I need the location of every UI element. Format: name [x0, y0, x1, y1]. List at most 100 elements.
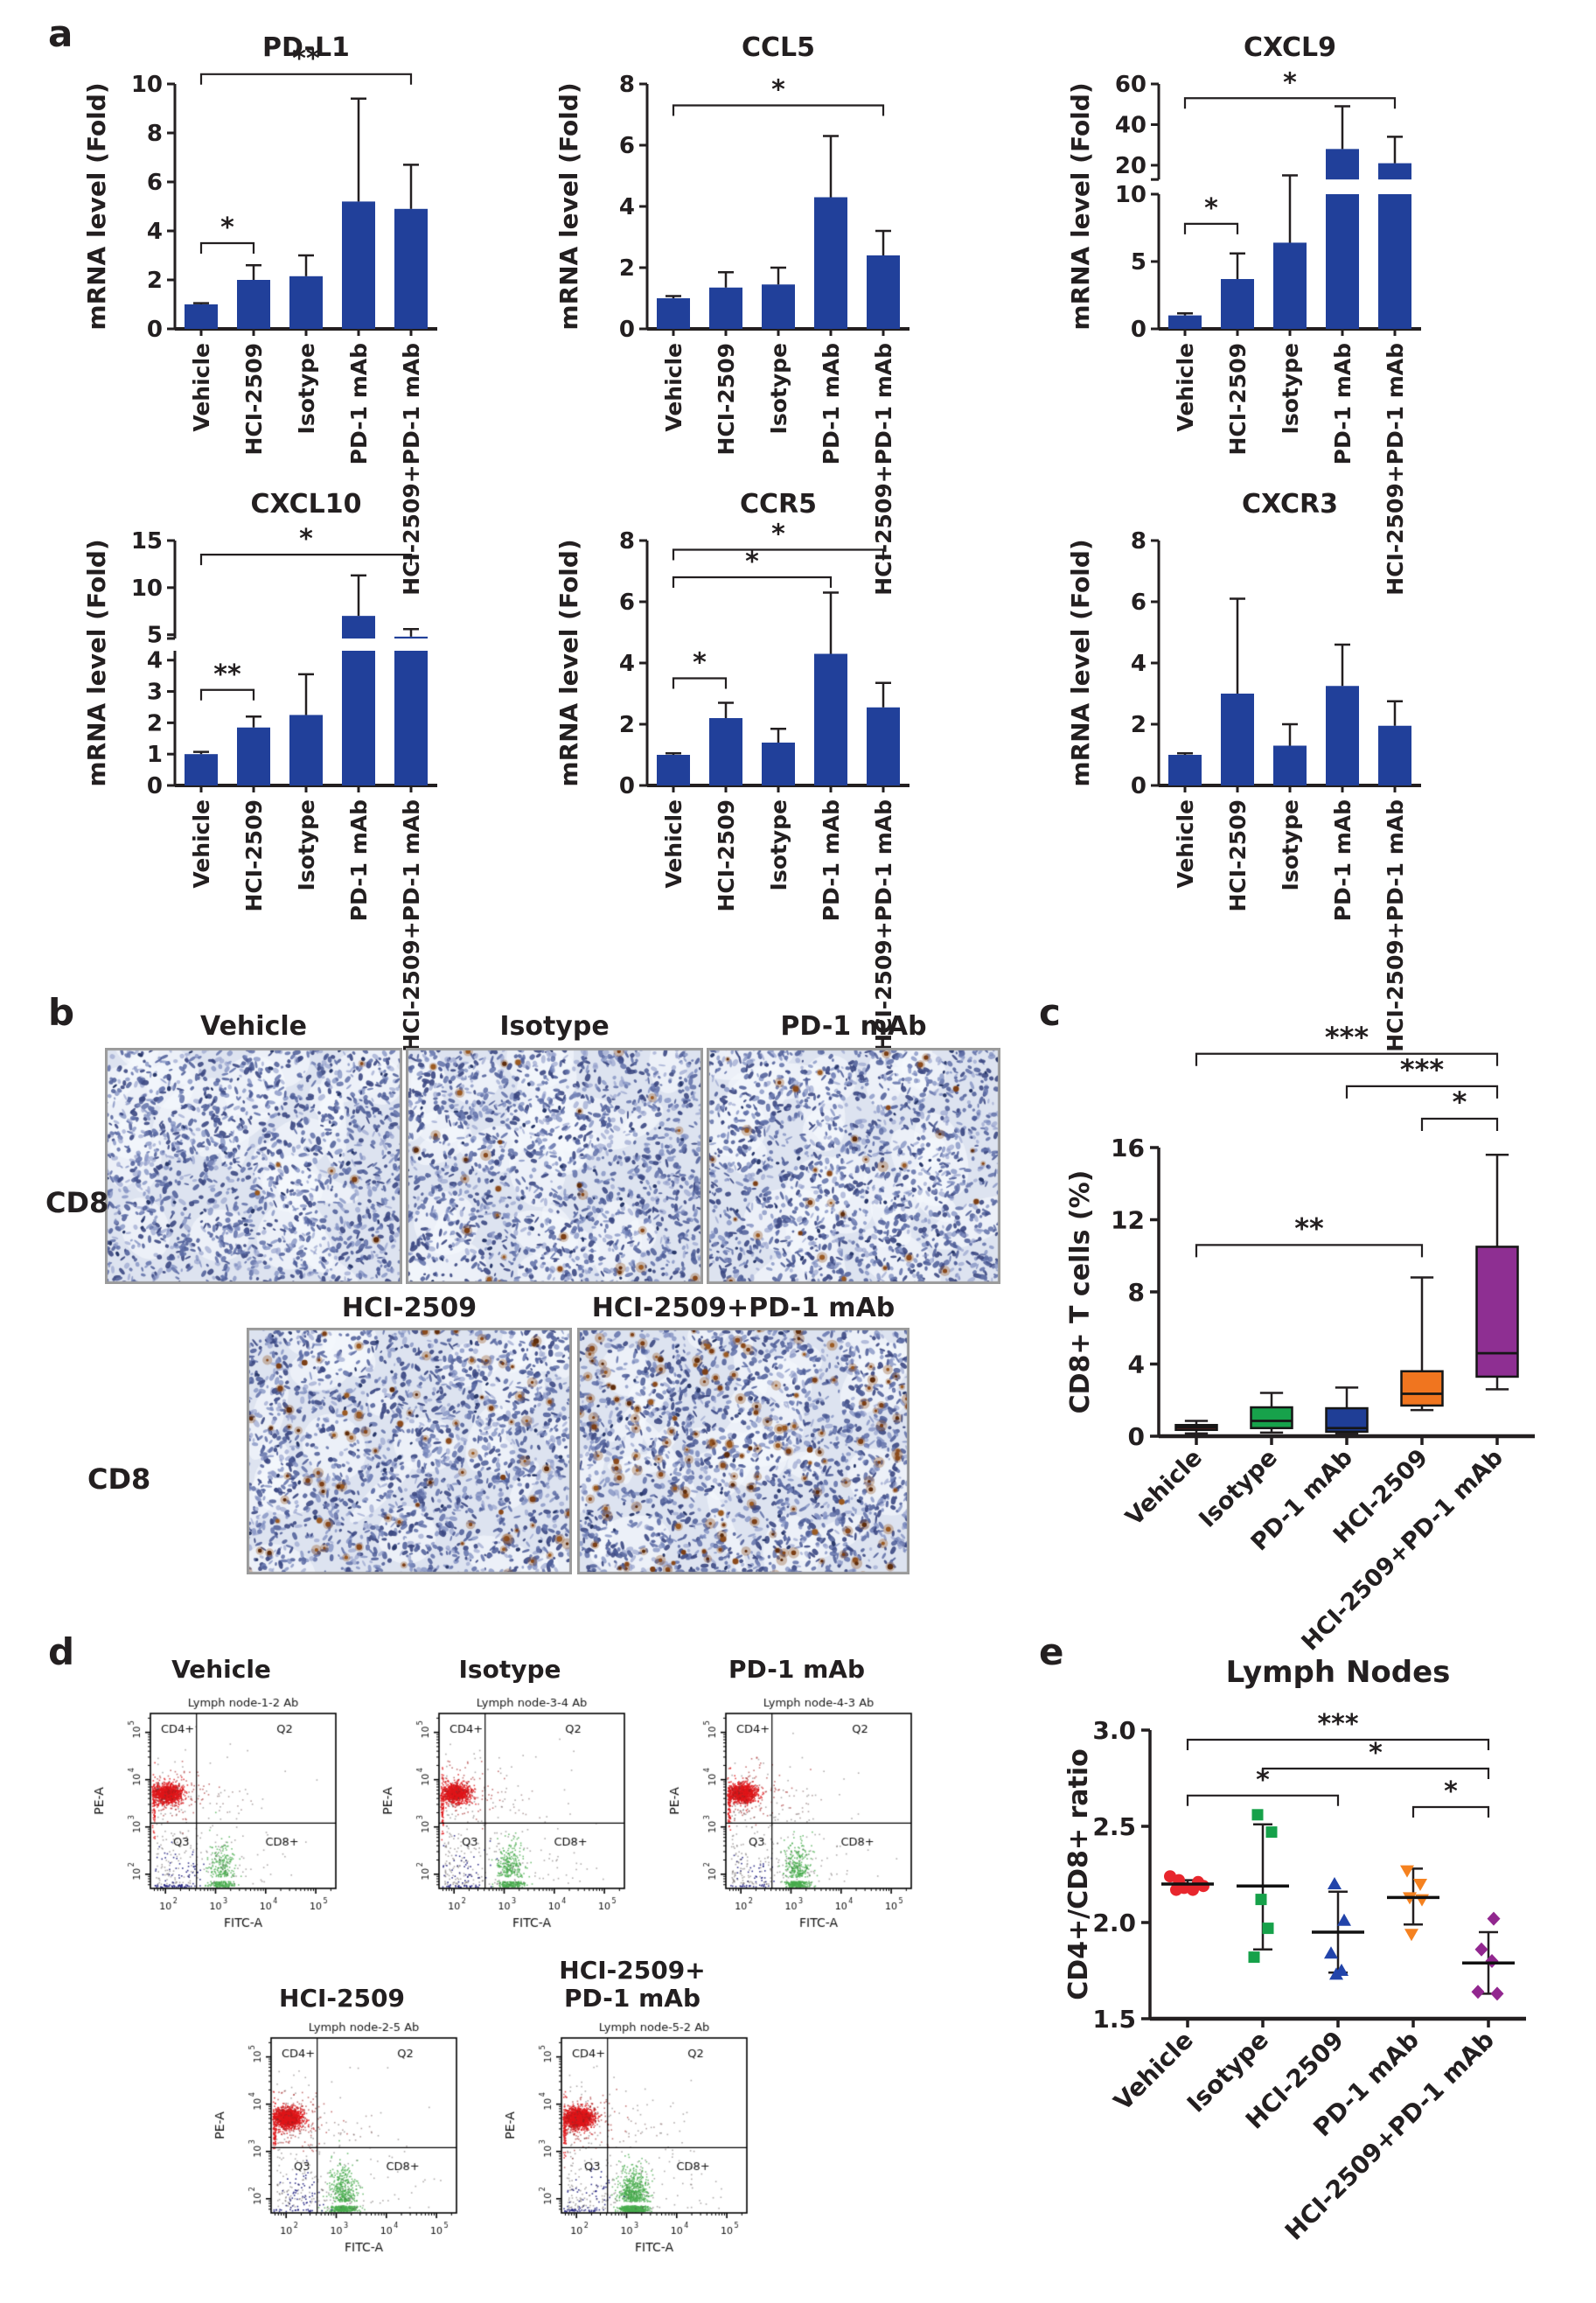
svg-text:15: 15	[131, 528, 163, 555]
flow-canvas-hci2509	[198, 2012, 486, 2265]
ihc-image-isotype	[406, 1048, 703, 1284]
svg-text:4: 4	[1128, 1350, 1145, 1379]
svg-text:Vehicle: Vehicle	[1120, 1444, 1208, 1532]
panel-e-label: e	[1039, 1630, 1064, 1673]
svg-text:HCI-2509: HCI-2509	[714, 343, 739, 456]
bar-chart-cxcr3: 0 2 4 6 8 Vehicle HCI-2509 Isotype PD-1 mAb HCI-2…	[1054, 479, 1544, 1057]
flow-plot-isotype: Isotype	[366, 1656, 654, 1941]
svg-text:PD-1 mAb: PD-1 mAb	[346, 799, 372, 921]
svg-text:*: *	[1453, 1085, 1467, 1119]
svg-text:PD-1 mAb: PD-1 mAb	[1330, 343, 1356, 464]
svg-text:*: *	[1204, 193, 1218, 224]
ihc-image-combo	[577, 1328, 910, 1574]
svg-text:PD-1 mAb: PD-1 mAb	[819, 343, 844, 464]
ihc-image-hci2509	[247, 1328, 572, 1574]
ihc-title-hci2509: HCI-2509	[341, 1293, 477, 1323]
svg-text:Isotype: Isotype	[766, 343, 791, 434]
svg-text:2.5: 2.5	[1092, 1812, 1136, 1841]
svg-text:1.5: 1.5	[1092, 2005, 1136, 2034]
svg-text:CCR5: CCR5	[740, 489, 817, 520]
svg-text:***: ***	[1325, 1021, 1369, 1054]
flow-title-hci2509: HCI-2509	[279, 1983, 405, 2013]
svg-text:4: 4	[619, 651, 635, 677]
svg-text:mRNA level (Fold): mRNA level (Fold)	[82, 82, 111, 330]
svg-text:10: 10	[131, 576, 163, 602]
svg-text:Isotype: Isotype	[1278, 799, 1303, 890]
svg-text:mRNA level (Fold): mRNA level (Fold)	[554, 539, 583, 786]
ihc-image-vehicle	[105, 1048, 402, 1284]
scatter-lymph-nodes: 1.5 2.0 2.5 3.0 Vehicle Isotype HCI-2509 PD-1 m…	[1054, 1643, 1596, 2299]
svg-text:***: ***	[1400, 1053, 1444, 1086]
ihc-image-pd1-mab	[707, 1048, 1000, 1284]
ihc-title-isotype: Isotype	[499, 1011, 610, 1042]
svg-text:0: 0	[1131, 773, 1146, 799]
svg-text:10: 10	[1115, 182, 1146, 208]
svg-text:3: 3	[147, 680, 163, 706]
cd8-row1-label: CD8	[45, 1186, 109, 1219]
svg-text:*: *	[693, 648, 707, 679]
svg-text:***: ***	[1317, 1709, 1358, 1740]
svg-text:3.0: 3.0	[1092, 1716, 1136, 1745]
svg-text:60: 60	[1115, 72, 1146, 98]
cd8-row2-label: CD8	[87, 1462, 151, 1496]
svg-text:6: 6	[147, 170, 163, 196]
svg-text:Isotype: Isotype	[766, 799, 791, 890]
svg-text:2: 2	[1131, 712, 1146, 738]
svg-text:CCL5: CCL5	[742, 32, 815, 63]
svg-text:5: 5	[1131, 249, 1146, 276]
svg-text:*: *	[1369, 1738, 1383, 1769]
svg-text:6: 6	[619, 133, 635, 159]
flow-plot-pd1-mab: PD-1 mAb	[652, 1656, 941, 1941]
svg-text:Vehicle: Vehicle	[1173, 799, 1198, 889]
svg-text:PD-1 mAb: PD-1 mAb	[819, 799, 844, 921]
svg-text:*: *	[771, 75, 785, 106]
svg-text:Vehicle: Vehicle	[661, 799, 686, 889]
svg-text:4: 4	[147, 648, 163, 674]
svg-text:8: 8	[619, 72, 635, 98]
bar-chart-pdl1: 0 2 4 6 8 10 Vehicle HCI-2509 Isotype PD-1 mAb HCI…	[70, 23, 560, 600]
svg-text:**: **	[292, 44, 320, 74]
svg-text:*: *	[1256, 1765, 1270, 1796]
svg-text:CD8+ T cells (%): CD8+ T cells (%)	[1065, 1170, 1096, 1414]
flow-plot-vehicle: Vehicle	[77, 1656, 366, 1941]
panel-a-label: a	[48, 12, 73, 55]
svg-text:Isotype: Isotype	[294, 799, 319, 890]
svg-text:*: *	[299, 524, 313, 555]
svg-text:8: 8	[619, 528, 635, 555]
svg-text:HCI-2509+PD-1 mAb: HCI-2509+PD-1 mAb	[1383, 343, 1408, 596]
svg-text:4: 4	[619, 194, 635, 220]
svg-text:8: 8	[1131, 528, 1146, 555]
svg-text:PD-1 mAb: PD-1 mAb	[346, 343, 372, 464]
ihc-title-pd1: PD-1 mAb	[780, 1011, 927, 1042]
flow-title-combo: HCI-2509+ PD-1 mAb	[559, 1956, 706, 2013]
ihc-title-vehicle: Vehicle	[200, 1011, 307, 1042]
svg-text:0: 0	[147, 773, 163, 799]
flow-title-pd1-mab: PD-1 mAb	[728, 1655, 866, 1684]
svg-text:2: 2	[147, 268, 163, 294]
svg-text:HCI-2509+PD-1 mAb: HCI-2509+PD-1 mAb	[1383, 799, 1408, 1052]
svg-text:PD-L1: PD-L1	[262, 32, 350, 63]
svg-text:HCI-2509: HCI-2509	[241, 343, 267, 456]
flow-title-isotype: Isotype	[458, 1655, 561, 1684]
svg-text:4: 4	[147, 219, 163, 245]
svg-text:20: 20	[1115, 153, 1146, 179]
svg-text:*: *	[1283, 67, 1297, 98]
bar-chart-ccr5: 0 2 4 6 8 Vehicle HCI-2509 Isotype PD-1 mAb HCI-2…	[542, 479, 1032, 1057]
svg-text:8: 8	[147, 121, 163, 147]
svg-text:mRNA level (Fold): mRNA level (Fold)	[82, 539, 111, 786]
svg-text:16: 16	[1111, 1134, 1145, 1162]
svg-text:mRNA level (Fold): mRNA level (Fold)	[1066, 539, 1095, 786]
svg-text:CXCL10: CXCL10	[251, 489, 362, 520]
svg-text:4: 4	[1131, 651, 1146, 677]
svg-text:mRNA level (Fold): mRNA level (Fold)	[1066, 82, 1095, 330]
svg-text:HCI-2509: HCI-2509	[241, 799, 267, 912]
panel-c-label: c	[1039, 991, 1061, 1034]
svg-text:Vehicle: Vehicle	[189, 799, 214, 889]
svg-text:5: 5	[147, 623, 163, 649]
box-plot-cd8-t-cells: 0 4 8 12 16 Vehicle Isotype PD-1 mAb HCI-2509 HCI…	[1054, 999, 1596, 1664]
svg-text:CXCL9: CXCL9	[1244, 32, 1336, 63]
svg-text:HCI-2509: HCI-2509	[714, 799, 739, 912]
svg-text:0: 0	[619, 317, 635, 343]
flow-title-vehicle: Vehicle	[171, 1655, 271, 1684]
